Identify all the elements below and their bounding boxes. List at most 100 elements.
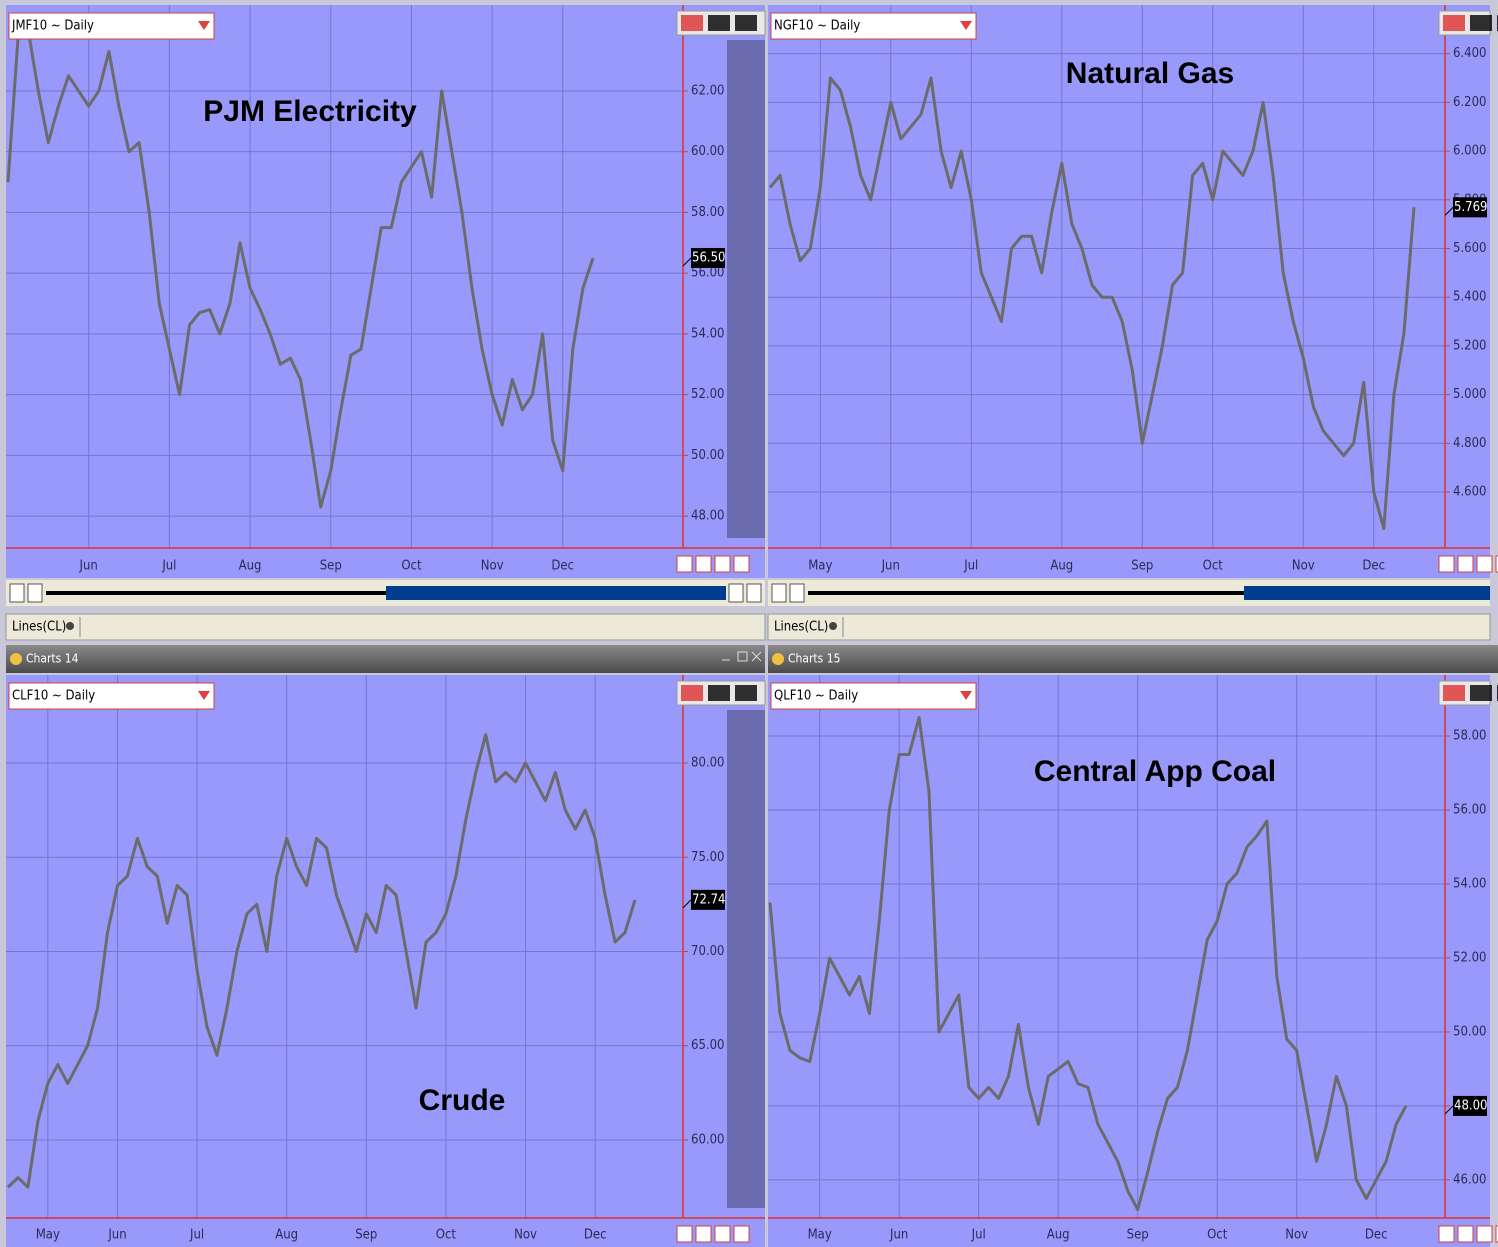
price-line [768,716,1408,1211]
last-price-pointer [682,899,692,909]
symbol-label[interactable]: CLF10 ~ Daily [12,689,95,704]
x-tick-label: Jun [881,559,900,574]
window-titlebar [768,645,1498,673]
x-tick-label: Nov [1292,559,1315,574]
y-tick-label: 4.800 [1453,436,1486,451]
last-price-label: 48.00 [1454,1098,1487,1113]
x-tick-label: Oct [401,559,422,574]
x-tick-label: Dec [584,1228,607,1243]
x-tick-label: Sep [1131,559,1153,574]
indicator-label[interactable]: Lines(CL) [774,620,828,635]
chart-title: Central App Coal [1034,755,1276,788]
y-tick-label: 56.00 [1453,803,1486,818]
toolbar-button[interactable] [1470,685,1492,701]
zoom-button[interactable] [695,555,712,573]
zoom-button[interactable] [1438,1225,1455,1243]
last-price-pointer [1444,206,1454,216]
zoom-button[interactable] [1438,555,1455,573]
symbol-label[interactable]: JMF10 ~ Daily [11,19,94,34]
y-tick-label: 54.00 [691,326,724,341]
zoom-button[interactable] [733,555,750,573]
x-tick-label: Jul [963,559,978,574]
zoom-button[interactable] [1495,555,1498,573]
price-scrollbar[interactable] [727,710,765,1208]
x-tick-label: Dec [551,559,574,574]
symbol-dropdown[interactable] [8,682,215,710]
scrollbar[interactable] [6,580,765,606]
x-tick-label: May [808,1228,832,1243]
chart-title: Crude [419,1084,506,1117]
zoom-button[interactable] [733,1225,750,1243]
toolbar-button[interactable] [681,15,703,31]
indicator-bar [5,613,1491,641]
x-tick-label: Sep [320,559,342,574]
x-tick-label: Sep [355,1228,377,1243]
y-tick-label: 50.00 [691,448,724,463]
plot-area [6,5,765,578]
y-tick-label: 52.00 [691,387,724,402]
toolbar-button[interactable] [735,15,757,31]
zoom-button[interactable] [1495,1225,1498,1243]
x-tick-label: Aug [1050,559,1073,574]
indicator-label[interactable]: Lines(CL) [12,620,66,635]
zoom-button[interactable] [1457,555,1474,573]
zoom-button[interactable] [1457,1225,1474,1243]
x-tick-label: Jul [189,1228,204,1243]
x-tick-label: Dec [1362,559,1385,574]
plot-area [6,675,765,1247]
scrollbar[interactable] [768,580,1490,606]
y-tick-label: 5.200 [1453,338,1486,353]
y-tick-label: 5.400 [1453,290,1486,305]
x-tick-label: May [36,1228,60,1243]
y-tick-label: 65.00 [691,1038,724,1053]
toolbar-button[interactable] [681,685,703,701]
symbol-label[interactable]: QLF10 ~ Daily [774,689,858,704]
price-line [6,28,595,509]
dropdown-arrow [960,691,972,700]
zoom-button[interactable] [676,555,693,573]
window-controls[interactable] [722,651,762,662]
zoom-button[interactable] [1476,1225,1493,1243]
plot-area [768,675,1490,1247]
y-tick-label: 4.600 [1453,484,1486,499]
chart-title: Natural Gas [1066,57,1234,90]
y-tick-label: 52.00 [1453,950,1486,965]
price-scrollbar[interactable] [727,40,765,538]
x-tick-label: Jul [971,1228,986,1243]
x-tick-label: Jul [161,559,176,574]
window-titlebar [6,645,765,673]
symbol-dropdown[interactable] [770,12,977,40]
zoom-button[interactable] [676,1225,693,1243]
dropdown-arrow [960,21,972,30]
y-tick-label: 56.00 [691,266,724,281]
x-tick-label: Oct [1207,1228,1228,1243]
x-tick-label: Jun [79,559,98,574]
toolbar-button[interactable] [1443,15,1465,31]
last-price-label: 56.50 [692,250,725,265]
toolbar-button[interactable] [1443,685,1465,701]
toolbar-button[interactable] [735,685,757,701]
x-tick-label: Nov [514,1228,537,1243]
zoom-button[interactable] [695,1225,712,1243]
y-tick-label: 60.00 [691,1132,724,1147]
zoom-button[interactable] [714,555,731,573]
last-price-pointer [682,257,692,267]
x-tick-label: Sep [1127,1228,1149,1243]
dropdown-arrow [198,691,210,700]
last-price-label: 5.769 [1454,200,1487,215]
x-tick-label: Nov [481,559,504,574]
x-tick-label: Nov [1285,1228,1308,1243]
window-title: Charts 15 [788,652,840,666]
toolbar-button[interactable] [1470,15,1492,31]
x-tick-label: Aug [239,559,262,574]
zoom-button[interactable] [1476,555,1493,573]
toolbar-button[interactable] [708,685,730,701]
symbol-dropdown[interactable] [770,682,977,710]
toolbar-button[interactable] [708,15,730,31]
x-tick-label: May [808,559,832,574]
y-tick-label: 80.00 [691,756,724,771]
symbol-label[interactable]: NGF10 ~ Daily [774,19,860,34]
symbol-dropdown[interactable] [8,12,215,40]
zoom-button[interactable] [714,1225,731,1243]
last-price-box [1453,1095,1487,1116]
